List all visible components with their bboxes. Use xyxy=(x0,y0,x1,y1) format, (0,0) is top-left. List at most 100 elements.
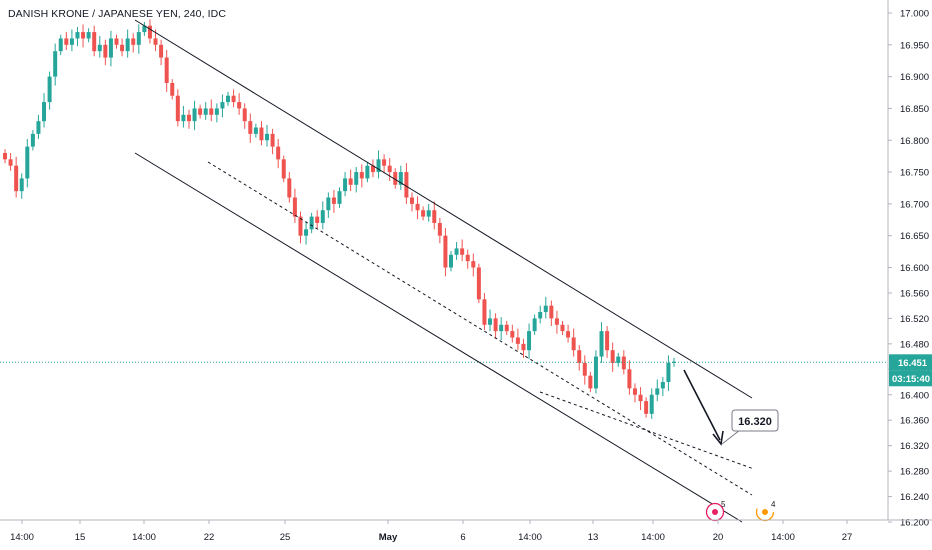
candle xyxy=(315,210,320,229)
candle xyxy=(393,168,398,189)
support-dashed-line[interactable] xyxy=(539,391,755,470)
candle xyxy=(214,103,219,123)
event-marker[interactable]: 4 xyxy=(755,500,777,522)
candle xyxy=(19,173,24,199)
candle xyxy=(449,250,453,272)
time-tick-label: May xyxy=(379,532,398,543)
callout-pointer xyxy=(721,429,741,445)
candle xyxy=(103,39,108,66)
candle xyxy=(209,99,214,122)
price-tick-label: 16.850 xyxy=(900,104,929,115)
price-tick-label: 16.600 xyxy=(900,263,929,274)
candle xyxy=(493,313,498,339)
candle xyxy=(181,105,186,128)
candle xyxy=(30,130,35,151)
candle xyxy=(198,104,203,119)
candle xyxy=(136,24,141,54)
candle xyxy=(36,114,41,139)
price-tick-label: 16.240 xyxy=(900,492,929,503)
price-tick-label: 16.360 xyxy=(900,416,929,427)
candle xyxy=(387,158,392,181)
candle xyxy=(415,196,420,220)
channel-upper-line[interactable] xyxy=(134,19,753,399)
candle xyxy=(159,39,164,66)
time-tick-label: 15 xyxy=(75,532,86,543)
candle xyxy=(577,345,582,371)
candle xyxy=(287,172,292,203)
candle xyxy=(515,328,520,351)
price-tick-label: 16.400 xyxy=(900,390,929,401)
candle xyxy=(382,154,387,174)
candle xyxy=(543,296,548,319)
candle xyxy=(226,91,230,106)
candle xyxy=(320,201,325,230)
candles-layer xyxy=(3,19,676,419)
candle xyxy=(42,93,47,128)
candle xyxy=(421,206,426,221)
candle xyxy=(237,93,242,115)
time-tick-label: 14:00 xyxy=(10,532,34,543)
time-tick-label: 25 xyxy=(280,532,291,543)
candle xyxy=(125,29,130,58)
candle xyxy=(460,239,465,262)
event-count: 4 xyxy=(771,500,776,509)
event-marker[interactable]: 5 xyxy=(705,500,727,522)
candle xyxy=(25,138,30,188)
time-tick-label: 14:00 xyxy=(132,532,156,543)
candle xyxy=(58,34,63,55)
price-tick-label: 16.560 xyxy=(900,288,929,299)
channel-lower-line[interactable] xyxy=(134,152,743,523)
candle xyxy=(348,169,353,192)
price-tick-label: 16.520 xyxy=(900,314,929,325)
candle xyxy=(370,159,375,178)
candle xyxy=(426,203,431,222)
price-tick-label: 16.900 xyxy=(900,72,929,83)
price-tick-label: 17.000 xyxy=(900,9,929,20)
arrow-head-icon xyxy=(712,430,724,446)
candle xyxy=(593,350,598,394)
event-count: 5 xyxy=(721,500,726,509)
candle xyxy=(566,324,571,343)
candle xyxy=(97,35,102,58)
price-tick-label: 16.750 xyxy=(900,168,929,179)
candle xyxy=(660,376,665,397)
candle xyxy=(510,324,515,343)
price-tick-label: 16.320 xyxy=(900,441,929,452)
current-price-value: 16.451 xyxy=(898,358,928,369)
candle xyxy=(521,338,526,358)
candle xyxy=(69,29,74,52)
candle xyxy=(259,121,264,146)
candle xyxy=(409,192,414,212)
price-axis: 17.000 16.950 16.900 16.850 16.800 16.750 16.7… xyxy=(887,0,932,529)
time-tick-label: 6 xyxy=(460,532,465,543)
candle xyxy=(164,49,169,92)
candle xyxy=(170,79,175,100)
candle xyxy=(560,320,565,335)
candle xyxy=(454,242,459,260)
candle xyxy=(482,292,487,330)
time-tick-label: 13 xyxy=(588,532,599,543)
candle xyxy=(582,355,587,385)
candle xyxy=(142,21,147,36)
candle xyxy=(488,309,493,332)
candle xyxy=(343,172,348,197)
candle xyxy=(476,263,481,304)
candle xyxy=(281,155,286,183)
price-tick-label: 16.280 xyxy=(900,467,929,478)
target-callout[interactable] xyxy=(731,409,779,432)
channel-mid-dashed-line[interactable] xyxy=(207,161,753,496)
candle xyxy=(599,322,604,363)
candle xyxy=(231,89,236,108)
time-tick-label: 14:00 xyxy=(518,532,542,543)
time-tick-label: 20 xyxy=(713,532,724,543)
candle xyxy=(354,166,359,193)
candle xyxy=(3,149,7,164)
target-price-label: 16.320 xyxy=(738,416,772,428)
time-axis: 14:00 15 14:00 22 25 May 6 14:00 13 14:00 20 14:00 2… xyxy=(0,519,932,543)
chart-title: DANISH KRONE / JAPANESE YEN, 240, IDC xyxy=(8,8,227,20)
candle xyxy=(192,100,197,131)
candle xyxy=(75,26,80,47)
candle xyxy=(554,310,559,334)
candle xyxy=(638,387,643,411)
